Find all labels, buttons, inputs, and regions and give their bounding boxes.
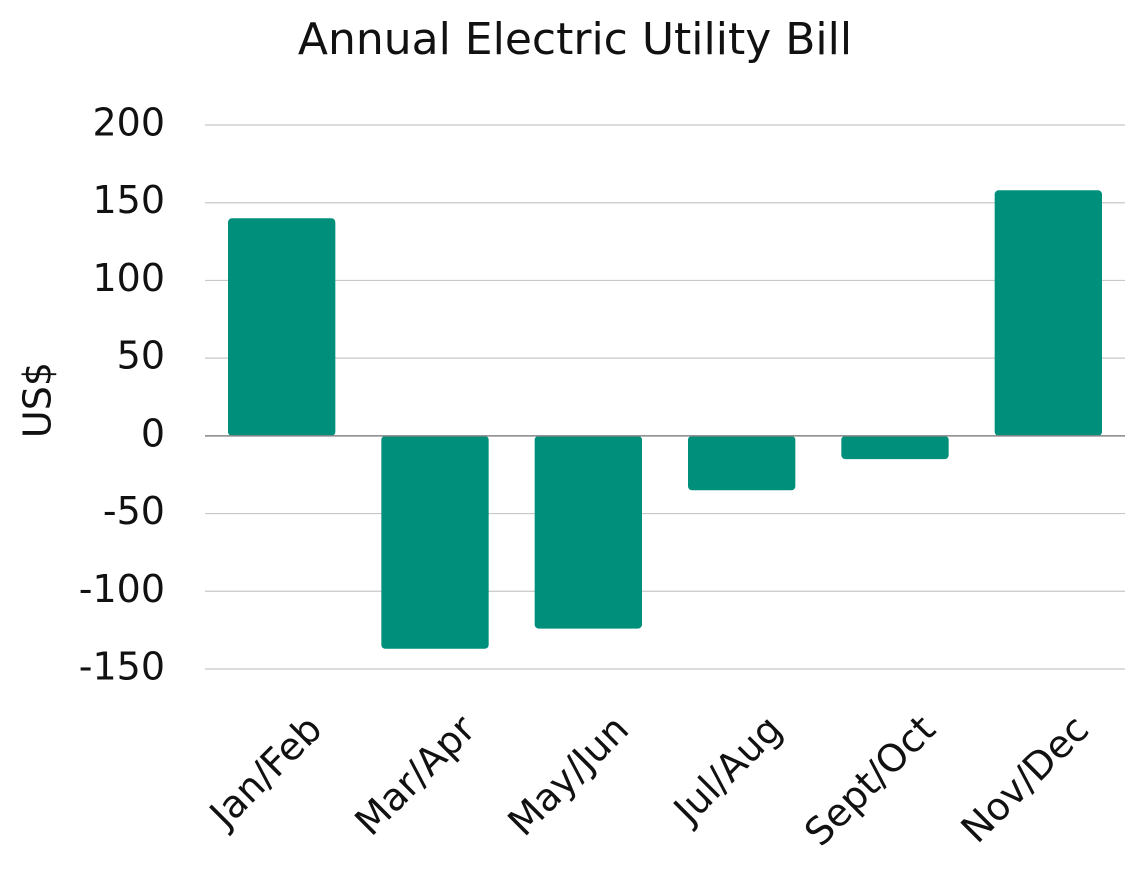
bar xyxy=(994,190,1102,436)
y-tick-label: -150 xyxy=(79,645,165,689)
bar xyxy=(381,435,489,649)
y-tick-label: 200 xyxy=(92,101,165,145)
x-tick-label: Nov/Dec xyxy=(953,707,1098,852)
y-tick-label: 150 xyxy=(92,178,165,222)
y-tick-label: 0 xyxy=(141,411,165,455)
bar xyxy=(841,435,949,460)
x-tick-label: Mar/Apr xyxy=(346,706,484,844)
x-tick-label: May/Jun xyxy=(499,707,637,845)
bar xyxy=(688,435,796,491)
x-tick-label: Sept/Oct xyxy=(796,707,944,855)
bar xyxy=(228,218,336,436)
y-tick-label: 100 xyxy=(92,256,165,300)
x-tick-label: Jan/Feb xyxy=(200,707,331,838)
y-tick-label: 50 xyxy=(117,334,165,378)
y-tick-label: -100 xyxy=(79,567,165,611)
bar xyxy=(534,435,642,629)
y-tick-label: -50 xyxy=(103,489,165,533)
y-axis-label: US$ xyxy=(16,362,60,438)
x-tick-label: Jul/Aug xyxy=(664,707,790,833)
chart-title: Annual Electric Utility Bill xyxy=(298,14,852,65)
